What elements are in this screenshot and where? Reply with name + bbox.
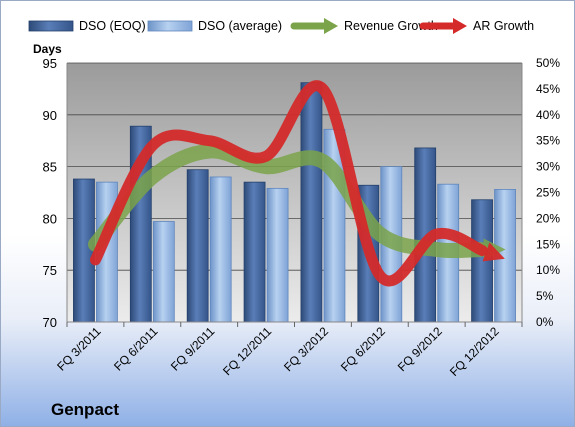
bar-dso-eoq — [300, 82, 323, 323]
x-tick-label: FQ 9/2012 — [395, 324, 445, 374]
x-tick-label: FQ 3/2012 — [281, 324, 331, 374]
bar-dso-average — [209, 176, 232, 323]
ar-growth-line-arrowhead — [482, 242, 505, 262]
y2-tick-label: 15% — [536, 237, 560, 251]
x-tick-label: FQ 12/2012 — [447, 324, 502, 379]
y-tick-label: 75 — [43, 263, 57, 278]
ar-growth-line — [89, 80, 488, 287]
y-tick-label: 70 — [43, 315, 57, 330]
chart-title: Genpact — [51, 400, 119, 419]
x-tick-label: FQ 6/2011 — [111, 324, 161, 374]
y2-tick-label: 25% — [536, 186, 560, 200]
y2-tick-label: 20% — [536, 211, 560, 225]
y2-tick-label: 10% — [536, 263, 560, 277]
legend-swatch-arrowhead — [324, 18, 338, 34]
legend-swatch — [28, 20, 74, 32]
legend-swatch — [147, 20, 193, 32]
y2-tick-label: 40% — [536, 108, 560, 122]
y2-tick-label: 50% — [536, 56, 560, 70]
legend-label: AR Growth — [473, 19, 534, 33]
legend-label: DSO (average) — [198, 19, 282, 33]
y2-tick-label: 0% — [536, 315, 554, 329]
y2-tick-label: 45% — [536, 82, 560, 96]
bar-dso-average — [152, 221, 175, 323]
y-tick-label: 90 — [43, 108, 57, 123]
y2-tick-label: 35% — [536, 134, 560, 148]
x-tick-label: FQ 6/2012 — [338, 324, 388, 374]
x-tick-label: FQ 12/2011 — [220, 324, 274, 378]
y-axis-title: Days — [33, 42, 62, 56]
legend-label: Revenue Growth — [344, 19, 438, 33]
y2-tick-label: 5% — [536, 289, 554, 303]
legend-label: DSO (EOQ) — [79, 19, 146, 33]
y-tick-label: 95 — [43, 56, 57, 71]
bar-dso-average — [266, 187, 289, 323]
bar-dso-eoq — [186, 169, 209, 323]
bar-dso-eoq — [471, 199, 493, 323]
x-tick-label: FQ 9/2011 — [168, 324, 218, 374]
y2-tick-label: 30% — [536, 160, 560, 174]
bar-dso-eoq — [243, 181, 266, 323]
legend-swatch-arrowhead — [453, 18, 467, 34]
y-tick-label: 80 — [43, 211, 57, 226]
x-tick-label: FQ 3/2011 — [54, 324, 104, 374]
y-tick-label: 85 — [43, 160, 57, 175]
